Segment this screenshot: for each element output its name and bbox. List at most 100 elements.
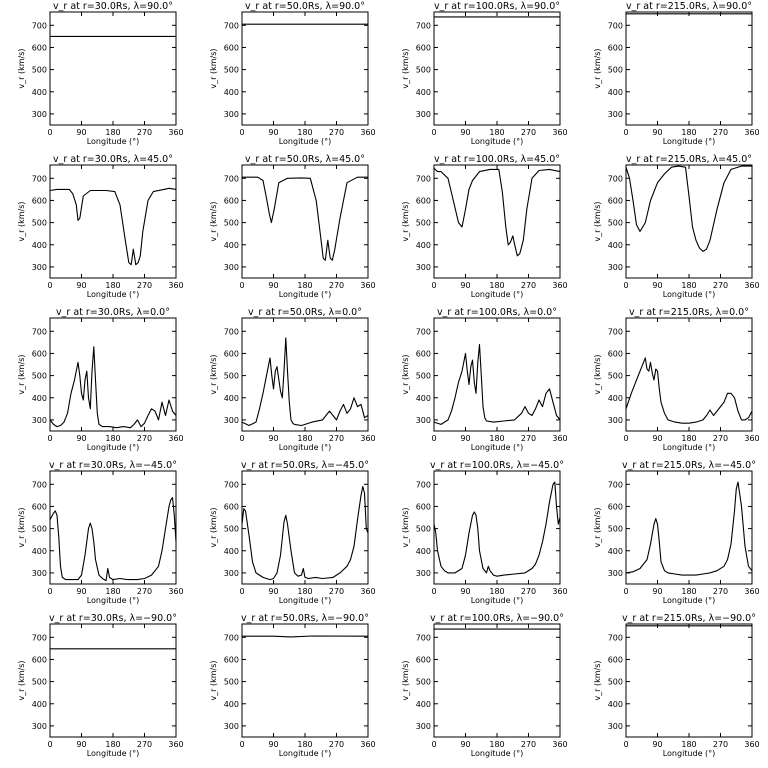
x-axis-label: Longitude (°) <box>663 137 716 146</box>
y-tick-label: 600 <box>416 43 431 52</box>
x-tick-label: 360 <box>168 740 183 749</box>
x-tick-label: 180 <box>681 587 696 596</box>
x-axis-label: Longitude (°) <box>87 443 140 452</box>
x-tick-label: 360 <box>744 128 759 137</box>
y-axis-label: v_r (km/s) <box>17 48 26 88</box>
y-tick-label: 700 <box>608 327 623 336</box>
x-tick-label: 360 <box>744 434 759 443</box>
x-tick-label: 90 <box>268 587 278 596</box>
y-tick-label: 300 <box>608 569 623 578</box>
plot-frame <box>241 623 369 738</box>
x-tick-label: 360 <box>360 128 375 137</box>
y-tick-label: 500 <box>416 219 431 228</box>
panel-11: v_r at r=100.0Rs, λ=0.0° 0 90 180 270 360 300 4… <box>401 307 568 452</box>
x-tick-label: 0 <box>431 281 436 290</box>
y-tick-label: 700 <box>224 21 239 30</box>
y-tick-label: 300 <box>224 722 239 731</box>
y-tick-label: 700 <box>608 21 623 30</box>
series-line <box>242 176 368 261</box>
x-tick-label: 90 <box>652 587 662 596</box>
y-tick-label: 300 <box>608 263 623 272</box>
x-tick-label: 270 <box>137 281 152 290</box>
x-tick-label: 180 <box>681 434 696 443</box>
x-tick-label: 0 <box>431 587 436 596</box>
y-axis-label: v_r (km/s) <box>593 507 602 547</box>
x-tick-label: 180 <box>105 587 120 596</box>
x-tick-label: 270 <box>521 740 536 749</box>
plot-frame <box>625 11 753 126</box>
x-tick-label: 360 <box>168 281 183 290</box>
plot-frame <box>625 164 753 279</box>
y-axis-label: v_r (km/s) <box>209 507 218 547</box>
y-axis-label: v_r (km/s) <box>209 660 218 700</box>
y-tick-label: 500 <box>608 678 623 687</box>
y-tick-label: 300 <box>224 569 239 578</box>
x-tick-label: 0 <box>47 281 52 290</box>
series-line <box>49 346 177 429</box>
x-tick-label: 360 <box>552 434 567 443</box>
x-tick-label: 360 <box>360 587 375 596</box>
panel-title: v_r at r=50.0Rs, λ=45.0° <box>245 154 365 165</box>
panel-20: v_r at r=215.0Rs, λ=−90.0° 0 90 180 270 360 30… <box>593 613 760 758</box>
series-line <box>433 481 561 577</box>
series-line <box>49 187 177 266</box>
y-tick-label: 700 <box>32 21 47 30</box>
x-tick-label: 0 <box>47 434 52 443</box>
x-tick-label: 360 <box>360 281 375 290</box>
x-axis-label: Longitude (°) <box>471 137 524 146</box>
x-tick-label: 90 <box>76 434 86 443</box>
x-tick-label: 360 <box>168 434 183 443</box>
y-tick-label: 500 <box>224 219 239 228</box>
y-tick-label: 700 <box>416 480 431 489</box>
series-line <box>625 357 753 424</box>
x-tick-label: 270 <box>137 587 152 596</box>
y-tick-label: 500 <box>416 66 431 75</box>
y-tick-label: 300 <box>32 416 47 425</box>
y-tick-label: 500 <box>224 678 239 687</box>
x-axis-label: Longitude (°) <box>87 137 140 146</box>
x-tick-label: 270 <box>329 281 344 290</box>
y-tick-label: 300 <box>32 569 47 578</box>
x-tick-label: 270 <box>713 281 728 290</box>
x-tick-label: 270 <box>137 128 152 137</box>
y-tick-label: 400 <box>608 394 623 403</box>
panel-7: v_r at r=100.0Rs, λ=45.0° 0 90 180 270 360 300… <box>401 154 568 299</box>
y-axis-label: v_r (km/s) <box>401 354 410 394</box>
x-tick-label: 90 <box>460 128 470 137</box>
y-tick-label: 700 <box>416 327 431 336</box>
x-tick-label: 270 <box>329 128 344 137</box>
x-tick-label: 180 <box>681 740 696 749</box>
x-tick-label: 90 <box>460 587 470 596</box>
series-line <box>625 165 752 252</box>
y-tick-label: 700 <box>608 633 623 642</box>
x-axis-label: Longitude (°) <box>279 290 332 299</box>
panel-18: v_r at r=50.0Rs, λ=−90.0° 0 90 180 270 360 300… <box>209 613 376 758</box>
y-tick-label: 700 <box>608 480 623 489</box>
y-tick-label: 500 <box>608 525 623 534</box>
y-tick-label: 700 <box>224 480 239 489</box>
y-axis-label: v_r (km/s) <box>593 660 602 700</box>
y-tick-label: 500 <box>224 372 239 381</box>
y-tick-label: 700 <box>32 480 47 489</box>
panel-title: v_r at r=100.0Rs, λ=−90.0° <box>430 613 564 624</box>
y-axis-label: v_r (km/s) <box>401 507 410 547</box>
panel-title: v_r at r=30.0Rs, λ=−45.0° <box>49 460 177 471</box>
plot-frame <box>433 11 561 126</box>
x-tick-label: 90 <box>652 434 662 443</box>
x-tick-label: 180 <box>489 587 504 596</box>
panel-12: v_r at r=215.0Rs, λ=0.0° 0 90 180 270 360 300 4… <box>593 307 760 452</box>
panel-4: v_r at r=215.0Rs, λ=90.0° 0 90 180 270 360 300… <box>593 1 760 146</box>
x-axis-label: Longitude (°) <box>87 596 140 605</box>
panel-5: v_r at r=30.0Rs, λ=45.0° 0 90 180 270 360 300 4… <box>17 154 184 299</box>
y-tick-label: 300 <box>608 110 623 119</box>
y-tick-label: 700 <box>32 174 47 183</box>
series-line <box>241 337 369 427</box>
x-axis-label: Longitude (°) <box>87 290 140 299</box>
x-tick-label: 0 <box>623 740 628 749</box>
panel-title: v_r at r=30.0Rs, λ=45.0° <box>53 154 173 165</box>
y-tick-label: 500 <box>224 525 239 534</box>
y-tick-label: 300 <box>224 263 239 272</box>
x-tick-label: 90 <box>268 434 278 443</box>
series-line <box>49 497 177 582</box>
x-tick-label: 270 <box>521 281 536 290</box>
